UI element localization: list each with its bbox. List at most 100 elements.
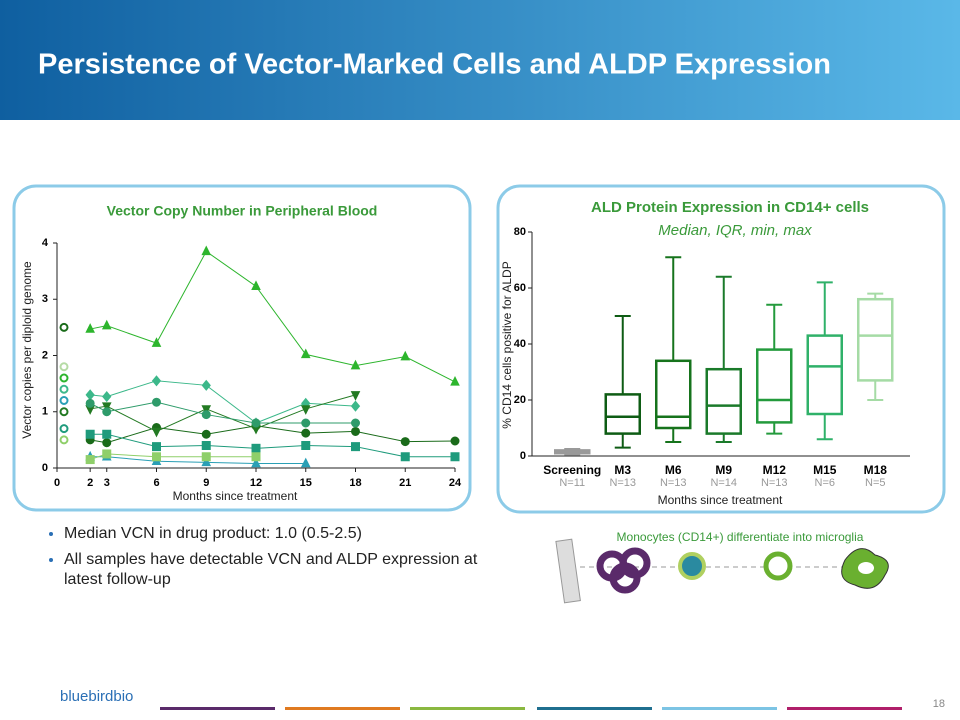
n-label: N=13 [761,477,788,489]
page-number: 18 [933,698,945,710]
footer-rules [160,707,902,710]
point [450,376,460,386]
x-tick-label: 2 [87,477,93,489]
point [400,350,411,361]
point [301,441,311,450]
header-band [0,0,960,120]
point [85,398,95,408]
point [350,400,361,412]
point [151,375,162,387]
point [251,280,261,291]
logo: bluebirdbio [60,688,133,705]
x-tick-label: 12 [250,477,262,489]
chart-title: Vector Copy Number in Peripheral Blood [107,203,378,219]
x-tick-label: 21 [399,477,411,489]
x-tick-label: 3 [104,477,110,489]
y-tick-label: 40 [514,338,526,350]
point [59,435,69,445]
y-tick-label: 2 [42,349,48,361]
x-tick-label: M6 [665,463,682,477]
n-label: N=13 [660,477,687,489]
y-tick-label: 4 [42,237,49,249]
point [201,441,211,450]
x-tick-label: 0 [54,477,60,489]
box [705,367,742,435]
point [201,452,211,462]
point [59,362,69,372]
point [400,452,410,462]
point [85,429,95,439]
left-panel [12,184,472,512]
point [450,436,460,446]
point [59,407,69,417]
point [102,429,112,439]
x-tick-label: M9 [715,463,732,477]
point [59,424,69,434]
point [301,418,311,428]
x-tick-label: 24 [449,477,462,489]
point [300,457,311,468]
slide-title: Persistence of Vector-Marked Cells and A… [38,49,831,81]
bullet: Median VCN in drug product: 1.0 (0.5-2.5… [64,524,484,544]
point [101,319,112,330]
point [59,373,69,383]
x-tick-label: 6 [153,477,159,489]
point [300,405,311,415]
point [102,449,112,459]
chart-subtitle: Median, IQR, min, max [658,222,812,239]
y-axis-label: % CD14 cells positive for ALDP [500,261,514,428]
box [604,393,641,435]
point [450,452,460,462]
point [59,384,69,394]
y-tick-label: 1 [42,406,48,418]
point [201,429,211,439]
point [85,323,95,333]
box [857,297,894,382]
x-axis-label: Months since treatment [658,493,783,507]
point [301,428,311,438]
x-tick-label: M15 [813,463,837,477]
point [102,390,112,403]
x-tick-label: M3 [614,463,631,477]
x-tick-label: 15 [300,477,312,489]
x-tick-label: 9 [203,477,209,489]
point [251,457,261,468]
point [201,245,212,256]
y-tick-label: 0 [42,462,48,474]
point [300,348,311,359]
x-tick-label: M12 [763,463,787,477]
point [102,438,112,448]
box [756,348,793,424]
point [201,410,211,420]
diagram [555,538,889,604]
y-tick-label: 60 [514,282,526,294]
point [201,456,212,467]
point [151,427,162,438]
x-tick-label: 18 [349,477,361,489]
x-axis-label: Months since treatment [173,489,298,503]
point [152,397,161,407]
bullet: All samples have detectable VCN and ALDP… [64,550,484,590]
point [351,418,360,428]
point [152,452,161,462]
point [251,452,261,462]
n-label: N=14 [710,477,737,489]
point [201,379,211,391]
point [101,402,112,413]
point [201,405,212,415]
point [351,426,360,436]
y-tick-label: 20 [514,394,526,406]
point [151,337,162,347]
y-axis-label: Vector copies per diploid genome [20,261,34,439]
y-tick-label: 0 [520,450,526,462]
x-tick-label: Screening [543,463,601,477]
y-tick-label: 80 [514,226,526,238]
point [102,407,112,417]
point [351,442,360,452]
point [350,359,361,370]
box [806,334,843,416]
point [350,391,361,401]
point [59,396,69,405]
